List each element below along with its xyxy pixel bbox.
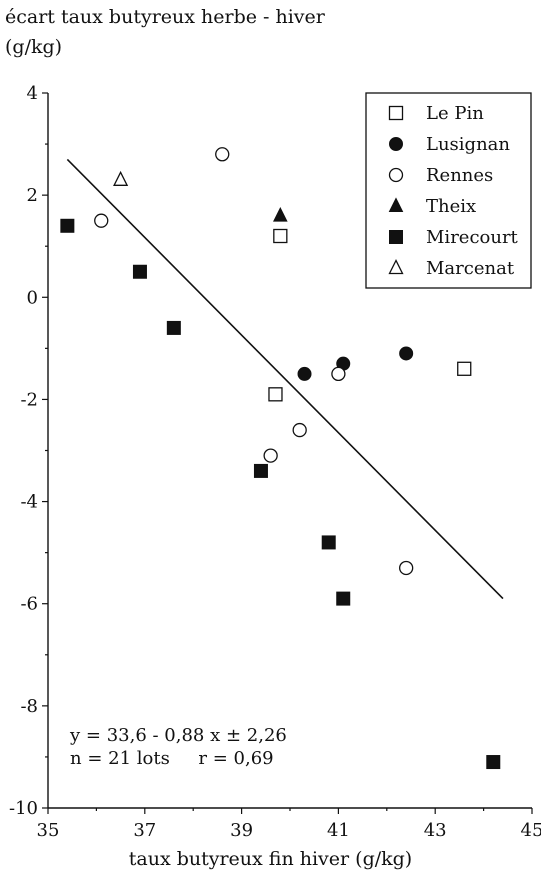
annotations: y = 33,6 - 0,88 x ± 2,26n = 21 lots r = … xyxy=(69,725,287,769)
legend-label-lusignan: Lusignan xyxy=(426,134,510,155)
legend-label-le-pin: Le Pin xyxy=(426,103,484,124)
y-tick-label: 0 xyxy=(27,287,38,308)
legend-label-marcenat: Marcenat xyxy=(426,258,515,279)
legend-box xyxy=(365,92,532,289)
data-point-rennes xyxy=(292,422,307,438)
data-point-rennes xyxy=(94,213,109,228)
x-tick-label: 41 xyxy=(327,820,350,841)
legend-marker-lusignan xyxy=(389,137,403,151)
legend: Le Pin Lusignan Rennes Theix Mirecourt Marcen… xyxy=(365,92,532,289)
y-tick-label: -6 xyxy=(20,594,38,615)
data-point-le-pin xyxy=(273,228,288,244)
x-tick-label: 35 xyxy=(37,820,60,841)
data-point-rennes xyxy=(399,560,414,576)
legend-marker-rennes xyxy=(388,167,404,183)
y-tick-label: -2 xyxy=(20,389,38,410)
x-tick-label: 43 xyxy=(424,820,447,841)
data-point-rennes xyxy=(263,448,278,463)
data-point-mirecourt xyxy=(60,218,75,233)
legend-label-mirecourt: Mirecourt xyxy=(426,227,519,248)
legend-marker-le-pin xyxy=(388,105,404,121)
data-point-lusignan xyxy=(297,366,312,381)
data-point-mirecourt xyxy=(336,591,351,606)
data-point-theix xyxy=(273,206,288,222)
data-point-le-pin xyxy=(268,387,283,402)
x-tick-label: 37 xyxy=(133,820,156,841)
legend-label-theix: Theix xyxy=(426,196,476,217)
x-tick-label: 39 xyxy=(230,820,253,841)
data-point-mirecourt xyxy=(253,463,268,478)
data-point-mirecourt xyxy=(486,755,501,770)
data-point-lusignan xyxy=(399,346,414,361)
title-line-1: écart taux butyreux herbe - hiver xyxy=(5,6,325,28)
data-point-rennes xyxy=(215,147,230,162)
y-tick-label: -4 xyxy=(20,492,38,513)
data-point-mirecourt xyxy=(321,535,336,550)
data-point-marcenat xyxy=(113,170,129,186)
y-tick-label: -10 xyxy=(9,798,38,819)
y-tick-label: 2 xyxy=(27,185,38,206)
annotation-text: y = 33,6 - 0,88 x ± 2,26 xyxy=(69,725,287,746)
data-points xyxy=(60,147,501,770)
y-tick-label: -8 xyxy=(20,696,38,717)
regression-line xyxy=(66,158,504,600)
annotation-text: n = 21 lots r = 0,69 xyxy=(70,748,274,769)
legend-marker-theix xyxy=(388,197,404,212)
x-axis-label: taux butyreux fin hiver (g/kg) xyxy=(128,848,413,870)
chart-title: écart taux butyreux herbe - hiver (g/kg) xyxy=(5,2,325,62)
y-tick-label: 4 xyxy=(27,83,38,104)
x-tick-label: 45 xyxy=(521,820,541,841)
legend-label-rennes: Rennes xyxy=(426,165,493,186)
data-point-mirecourt xyxy=(132,264,147,279)
data-point-le-pin xyxy=(457,361,472,376)
regression-layer xyxy=(66,158,504,600)
title-line-2: (g/kg) xyxy=(5,36,63,58)
legend-marker-marcenat xyxy=(388,259,404,275)
data-point-mirecourt xyxy=(166,320,181,335)
data-point-rennes xyxy=(331,366,346,382)
legend-marker-mirecourt xyxy=(389,230,403,244)
